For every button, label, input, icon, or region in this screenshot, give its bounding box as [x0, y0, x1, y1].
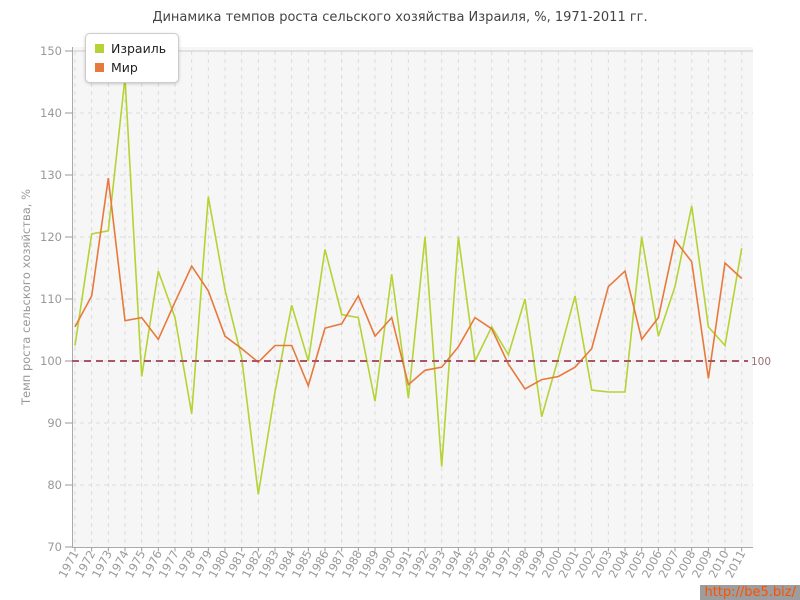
- y-tick-label: 110: [40, 292, 62, 306]
- legend: Израиль Мир: [85, 33, 180, 83]
- world-series-swatch: [95, 63, 104, 72]
- watermark-link[interactable]: http://be5.biz/: [700, 585, 800, 600]
- y-tick-label: 70: [47, 540, 62, 554]
- series-line-israel: [74, 77, 743, 495]
- legend-item-world[interactable]: Мир: [95, 58, 166, 77]
- series-line-world: [74, 177, 743, 390]
- legend-item-israel[interactable]: Израиль: [95, 39, 166, 58]
- y-axis-title: Темп роста сельского хозяйства, %: [19, 189, 33, 406]
- chart-title: Динамика темпов роста сельского хозяйств…: [152, 10, 648, 25]
- y-tick-label: 90: [47, 416, 62, 430]
- y-tick-label: 80: [47, 478, 62, 492]
- y-tick-label: 150: [40, 44, 62, 58]
- plot-area: [72, 47, 753, 547]
- series-lines: [74, 77, 743, 495]
- y-tick-label: 120: [40, 230, 62, 244]
- x-axis-labels: 1971197219731974197519761977197819791980…: [56, 548, 749, 580]
- y-tick-label: 140: [40, 106, 62, 120]
- y-tick-label: 100: [40, 354, 62, 368]
- legend-label-world: Мир: [111, 60, 138, 75]
- israel-series-swatch: [95, 44, 104, 53]
- y-axis-labels: 70 80 90 100 110 120 130 140 150: [40, 44, 62, 554]
- y-tick-label: 130: [40, 168, 62, 182]
- axes: [65, 47, 753, 552]
- legend-label-israel: Израиль: [111, 41, 167, 56]
- reference-line-label: 100: [751, 356, 771, 368]
